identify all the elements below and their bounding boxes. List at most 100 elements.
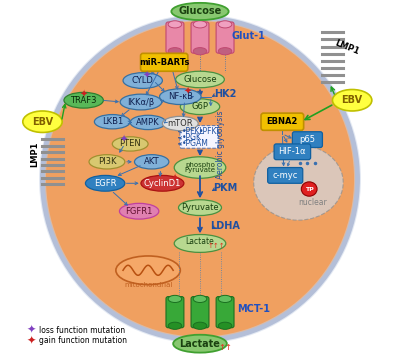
Text: HIF-1α: HIF-1α xyxy=(279,147,306,156)
Text: Glucose: Glucose xyxy=(178,6,222,16)
Ellipse shape xyxy=(64,92,103,108)
Ellipse shape xyxy=(218,295,232,303)
Ellipse shape xyxy=(174,157,226,178)
Text: ✦: ✦ xyxy=(26,336,36,346)
Ellipse shape xyxy=(130,115,166,130)
Ellipse shape xyxy=(162,116,198,131)
Text: ↑↑: ↑↑ xyxy=(218,343,232,352)
Ellipse shape xyxy=(141,175,184,191)
Text: NF-κB: NF-κB xyxy=(168,92,193,101)
Text: PI3K: PI3K xyxy=(98,157,116,166)
FancyBboxPatch shape xyxy=(191,22,209,53)
Text: EBV: EBV xyxy=(342,95,363,105)
Ellipse shape xyxy=(174,234,226,252)
Ellipse shape xyxy=(193,295,207,303)
Text: ✦: ✦ xyxy=(171,174,179,184)
Text: Glut-1: Glut-1 xyxy=(231,31,265,41)
Ellipse shape xyxy=(193,322,207,329)
Text: AMPK: AMPK xyxy=(136,118,160,127)
Text: EBNA2: EBNA2 xyxy=(267,117,298,126)
Text: •PGK: •PGK xyxy=(181,133,201,142)
Text: FGFR1: FGFR1 xyxy=(126,207,153,216)
Text: Pyruvate: Pyruvate xyxy=(184,168,216,173)
Ellipse shape xyxy=(218,21,232,28)
Text: ✦: ✦ xyxy=(26,325,36,335)
Ellipse shape xyxy=(134,155,169,169)
Text: TRAF3: TRAF3 xyxy=(70,96,97,105)
Ellipse shape xyxy=(112,137,148,151)
Text: c-myc: c-myc xyxy=(272,171,298,180)
Text: phospho: phospho xyxy=(185,163,215,168)
Text: AKT: AKT xyxy=(144,157,160,166)
Ellipse shape xyxy=(168,48,182,55)
Text: LKB1: LKB1 xyxy=(102,117,123,126)
Text: ✦: ✦ xyxy=(80,90,88,100)
Text: LMP1: LMP1 xyxy=(30,141,39,167)
FancyBboxPatch shape xyxy=(216,22,234,53)
Ellipse shape xyxy=(168,322,182,329)
Text: •PFKL: •PFKL xyxy=(199,127,222,136)
Ellipse shape xyxy=(160,89,201,105)
Text: •PGAM: •PGAM xyxy=(181,139,208,149)
Text: mTOR: mTOR xyxy=(168,119,193,128)
Text: Glucose: Glucose xyxy=(183,75,217,84)
FancyBboxPatch shape xyxy=(166,22,184,53)
Ellipse shape xyxy=(332,90,372,111)
Ellipse shape xyxy=(173,335,227,353)
Ellipse shape xyxy=(23,111,62,132)
Ellipse shape xyxy=(168,21,182,28)
Ellipse shape xyxy=(120,94,162,110)
Ellipse shape xyxy=(193,48,207,55)
Ellipse shape xyxy=(42,18,358,340)
Text: PKM: PKM xyxy=(213,183,237,193)
FancyBboxPatch shape xyxy=(191,296,209,328)
Ellipse shape xyxy=(89,155,125,169)
Ellipse shape xyxy=(94,115,130,129)
FancyBboxPatch shape xyxy=(292,132,322,147)
Text: G6P: G6P xyxy=(192,102,208,111)
Ellipse shape xyxy=(178,200,222,216)
Text: Lactate: Lactate xyxy=(180,339,220,349)
Text: ✦: ✦ xyxy=(143,70,151,80)
Text: EGFR: EGFR xyxy=(94,179,116,188)
FancyBboxPatch shape xyxy=(140,53,188,71)
Text: TP: TP xyxy=(305,187,314,192)
Text: CYLD: CYLD xyxy=(132,76,154,85)
Text: ✦: ✦ xyxy=(119,135,128,145)
Text: gain function mutation: gain function mutation xyxy=(39,336,127,345)
Text: LMP1: LMP1 xyxy=(334,38,361,56)
Text: ↑↑↑: ↑↑↑ xyxy=(207,243,225,248)
FancyBboxPatch shape xyxy=(166,296,184,328)
FancyBboxPatch shape xyxy=(261,113,304,130)
Text: Pyruvate: Pyruvate xyxy=(181,203,219,212)
Ellipse shape xyxy=(176,71,224,88)
Ellipse shape xyxy=(86,175,125,191)
Ellipse shape xyxy=(193,21,207,28)
FancyBboxPatch shape xyxy=(268,168,303,183)
Text: PTEN: PTEN xyxy=(119,139,141,149)
Text: miR-BARTs: miR-BARTs xyxy=(139,58,189,67)
Ellipse shape xyxy=(218,48,232,55)
Text: p65: p65 xyxy=(299,135,316,144)
FancyBboxPatch shape xyxy=(216,296,234,328)
Ellipse shape xyxy=(123,73,162,88)
Text: ✦: ✦ xyxy=(184,86,192,96)
Ellipse shape xyxy=(218,322,232,329)
Text: HK2: HK2 xyxy=(214,89,236,99)
Ellipse shape xyxy=(120,203,159,219)
Text: EBV: EBV xyxy=(32,117,53,127)
Ellipse shape xyxy=(180,99,220,115)
Ellipse shape xyxy=(301,182,317,196)
Text: •PFKL: •PFKL xyxy=(181,127,204,136)
Text: mitochondrial: mitochondrial xyxy=(124,282,172,287)
Ellipse shape xyxy=(168,295,182,303)
Text: LDHA: LDHA xyxy=(210,221,240,231)
Ellipse shape xyxy=(171,3,229,20)
Text: Lactate: Lactate xyxy=(186,237,214,246)
FancyBboxPatch shape xyxy=(180,126,219,148)
Text: Aerobic glycolysis: Aerobic glycolysis xyxy=(216,111,225,179)
Text: CyclinD1: CyclinD1 xyxy=(144,179,181,188)
Text: IKKα/β: IKKα/β xyxy=(127,97,154,107)
Text: nuclear: nuclear xyxy=(298,198,327,207)
Ellipse shape xyxy=(254,145,343,220)
